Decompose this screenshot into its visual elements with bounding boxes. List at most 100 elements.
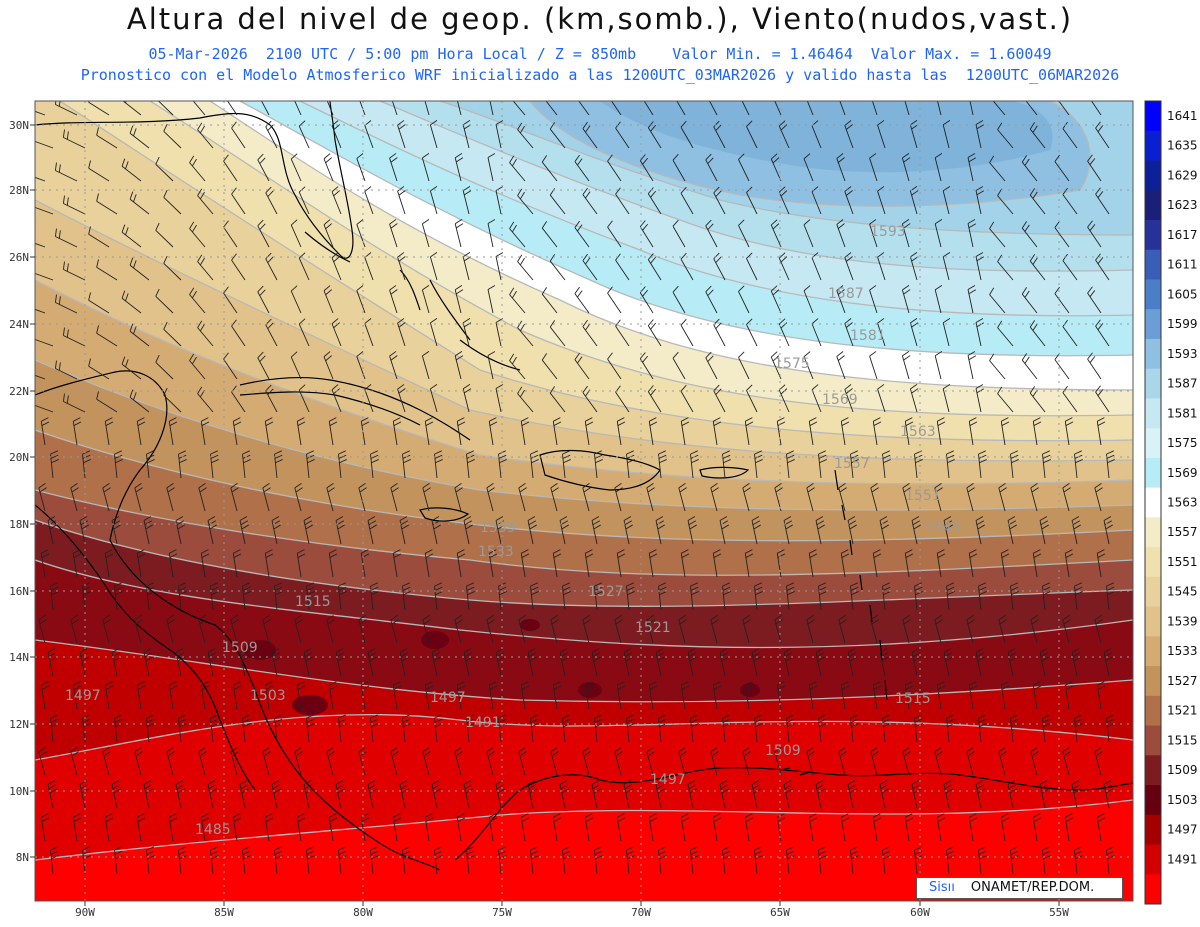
wind-barb-flag bbox=[38, 747, 46, 753]
wind-barb-flag bbox=[559, 780, 568, 785]
wind-barb-flag bbox=[915, 723, 923, 728]
wind-barb-flag bbox=[803, 351, 811, 358]
wind-barb-flag bbox=[306, 450, 314, 455]
wind-barb-flag bbox=[966, 483, 974, 489]
wind-barb-flag bbox=[114, 582, 122, 587]
contour-label-1515: 1515 bbox=[295, 594, 331, 610]
wind-barb-flag bbox=[1065, 549, 1073, 554]
wind-barb-flag bbox=[189, 353, 195, 361]
wind-barb-flag bbox=[880, 784, 889, 790]
wind-barb-flag bbox=[83, 459, 91, 464]
wind-barb-flag bbox=[946, 454, 955, 459]
wind-barb-flag bbox=[338, 718, 347, 723]
wind-barb-flag bbox=[617, 817, 626, 822]
wind-barb-flag bbox=[103, 751, 111, 757]
wind-barb-staff bbox=[676, 101, 686, 116]
wind-barb-flag bbox=[870, 483, 878, 489]
wind-barb-flag bbox=[338, 450, 346, 455]
wind-barb-flag bbox=[804, 88, 810, 93]
wind-barb-flag bbox=[850, 846, 858, 851]
wind-barb-flag bbox=[223, 154, 229, 162]
wind-barb-flag bbox=[112, 520, 121, 526]
wind-barb-flag bbox=[455, 751, 463, 757]
contour-label-1521: 1521 bbox=[635, 620, 671, 636]
wind-barb-staff bbox=[495, 190, 502, 215]
wind-barb-flag bbox=[912, 520, 921, 526]
wind-barb-flag bbox=[233, 817, 242, 822]
wind-barb-flag bbox=[582, 253, 588, 261]
wind-barb-flag bbox=[329, 553, 338, 558]
wind-barb-flag bbox=[306, 718, 315, 723]
wind-barb-staff bbox=[290, 356, 302, 380]
colorbar-label: 1551 bbox=[1167, 555, 1198, 569]
wind-barb-flag bbox=[81, 524, 89, 530]
wind-barb-flag bbox=[430, 120, 438, 126]
wind-barb-flag bbox=[649, 553, 658, 558]
wind-barb-flag bbox=[849, 656, 857, 662]
wind-barb-flag bbox=[976, 652, 985, 658]
contour-label-1563: 1563 bbox=[900, 424, 936, 440]
wind-barb-flag bbox=[681, 549, 689, 554]
wind-barb-flag bbox=[519, 191, 525, 200]
wind-barb-staff bbox=[155, 164, 174, 182]
wind-barb-flag bbox=[511, 158, 517, 167]
colorbar-label: 1557 bbox=[1167, 525, 1198, 539]
wind-barb-flag bbox=[817, 656, 825, 662]
wind-barb-flag bbox=[356, 219, 364, 225]
wind-barb-flag bbox=[771, 88, 777, 93]
wind-barb-staff bbox=[1062, 326, 1078, 347]
wind-barb-flag bbox=[945, 788, 953, 794]
wind-barb-staff bbox=[88, 167, 110, 182]
wind-barb-flag bbox=[211, 459, 219, 464]
wind-barb-flag bbox=[902, 285, 910, 291]
wind-barb-flag bbox=[817, 524, 825, 530]
wind-barb-flag bbox=[780, 190, 788, 197]
wind-barb-flag bbox=[361, 685, 370, 690]
wind-barb-flag bbox=[1025, 93, 1029, 100]
wind-barb-staff bbox=[88, 101, 110, 116]
wind-barb-flag bbox=[147, 591, 155, 596]
wind-barb-flag bbox=[201, 685, 210, 690]
wind-barb-flag bbox=[775, 487, 783, 493]
wind-barb-flag bbox=[62, 393, 65, 402]
wind-barb-flag bbox=[969, 421, 978, 426]
wind-barb-flag bbox=[265, 120, 272, 128]
wind-barb-flag bbox=[145, 656, 153, 662]
wind-barb-flag bbox=[297, 421, 306, 426]
wind-barb-flag bbox=[305, 524, 313, 530]
wind-barb-flag bbox=[528, 784, 537, 790]
wind-barb-flag bbox=[243, 459, 251, 464]
wind-barb-flag bbox=[58, 296, 61, 305]
wind-barb-flag bbox=[50, 450, 58, 455]
wind-barb-flag bbox=[191, 290, 197, 299]
wind-barb-flag bbox=[498, 846, 506, 851]
wind-barb-staff bbox=[672, 225, 686, 248]
wind-barb-flag bbox=[1097, 553, 1106, 558]
wind-barb-flag bbox=[82, 714, 90, 719]
wind-barb-flag bbox=[434, 454, 443, 459]
wind-barb-flag bbox=[658, 714, 666, 719]
wind-barb-flag bbox=[488, 87, 495, 91]
wind-barb-flag bbox=[178, 586, 187, 591]
wind-barb-flag bbox=[430, 186, 438, 192]
wind-barb-flag bbox=[774, 483, 782, 489]
wind-barb-flag bbox=[241, 524, 249, 530]
wind-barb-flag bbox=[672, 153, 679, 161]
wind-barb-staff bbox=[429, 190, 438, 215]
colorbar-label: 1569 bbox=[1167, 466, 1198, 480]
wind-barb-flag bbox=[39, 619, 47, 625]
wind-barb-flag bbox=[591, 648, 600, 653]
wind-barb-flag bbox=[715, 190, 722, 197]
wind-barb-flag bbox=[976, 256, 985, 262]
wind-barb-flag bbox=[210, 582, 218, 587]
wind-barb-flag bbox=[818, 450, 826, 455]
wind-barb-flag bbox=[338, 846, 346, 851]
wind-barb-flag bbox=[786, 582, 794, 587]
wind-barb-flag bbox=[869, 285, 877, 291]
wind-barb-flag bbox=[122, 93, 125, 101]
wind-barb-flag bbox=[66, 263, 69, 272]
wind-barb-flag bbox=[551, 619, 559, 625]
wind-barb-flag bbox=[883, 591, 891, 596]
wind-barb-flag bbox=[82, 586, 91, 591]
wind-barb-flag bbox=[257, 285, 264, 293]
